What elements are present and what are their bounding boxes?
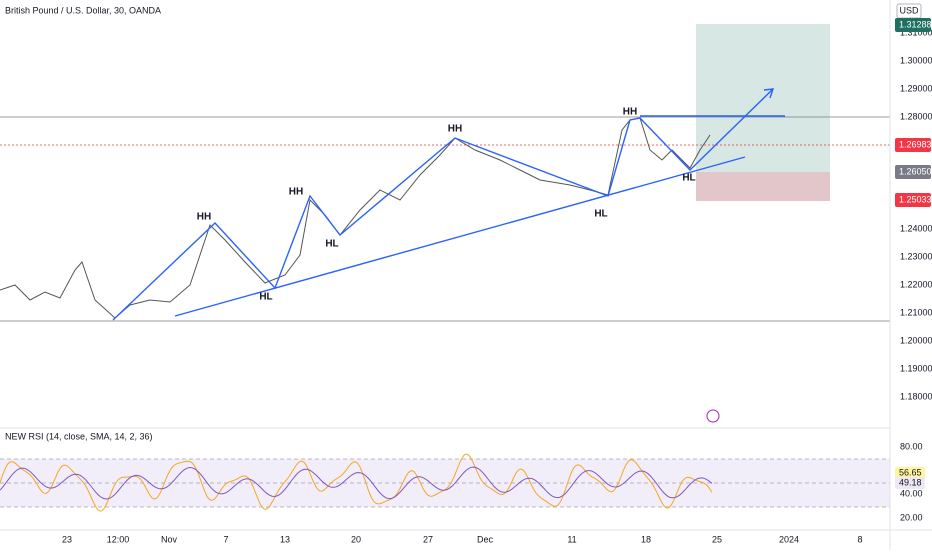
rsi-axis-label: 80.00: [900, 441, 923, 451]
chart-title: British Pound / U.S. Dollar, 30, OANDA: [5, 5, 161, 15]
price-label: 1.20000: [900, 335, 932, 345]
price-label: 1.19000: [900, 363, 932, 373]
rsi-axis-label: 20.00: [900, 512, 923, 522]
time-label: 20: [351, 534, 361, 544]
pattern-label: HL: [325, 239, 338, 250]
price-label: 1.21000: [900, 307, 932, 317]
pattern-label: HH: [289, 187, 303, 198]
event-icon: [706, 409, 720, 423]
time-label: 8: [857, 534, 862, 544]
price-badge: [895, 193, 931, 207]
price-label: 1.28000: [900, 111, 932, 121]
rsi-line: [0, 453, 713, 512]
rsi-title: NEW RSI (14, close, SMA, 14, 2, 36): [5, 431, 153, 441]
time-label: 12:00: [107, 534, 130, 544]
time-label: 25: [712, 534, 722, 544]
price-series: [0, 117, 711, 319]
price-badge: [895, 18, 931, 32]
time-label: Dec: [477, 534, 494, 544]
currency[interactable]: USD: [899, 5, 919, 15]
rsi-signal: [0, 466, 713, 500]
time-label: 13: [280, 534, 290, 544]
price-badge-label: 1.31288: [899, 19, 932, 29]
pattern-label: HL: [594, 209, 607, 220]
rsi-badge: [895, 477, 925, 489]
rsi-badge-label: 49.18: [899, 477, 922, 487]
price-label: 1.22000: [900, 279, 932, 289]
time-label: Nov: [161, 534, 178, 544]
price-label: 1.29000: [900, 83, 932, 93]
price-label: 1.31000: [900, 27, 932, 37]
pattern-label: HH: [623, 107, 637, 118]
price-label: 1.24000: [900, 223, 932, 233]
time-label: 23: [62, 534, 72, 544]
stop-zone: [696, 172, 830, 201]
price-label: 1.23000: [900, 251, 932, 261]
price-label: 1.18000: [900, 391, 932, 401]
rsi-badge: [895, 467, 925, 479]
pattern-label: HH: [197, 212, 211, 223]
price-label: 1.30000: [900, 55, 932, 65]
time-label: 2024: [779, 534, 799, 544]
price-badge: [895, 165, 931, 179]
pattern-label: HL: [259, 292, 272, 303]
time-label: 7: [223, 534, 228, 544]
pattern-lines: [112, 88, 785, 321]
pattern-label: HL: [682, 173, 695, 184]
time-label: 27: [423, 534, 433, 544]
pattern-label: HH: [448, 124, 462, 135]
price-badge: [895, 138, 931, 152]
price-badge-label: 1.26983: [899, 139, 932, 149]
rsi-badge-label: 56.65: [899, 467, 922, 477]
rsi-axis-label: 40.00: [900, 488, 923, 498]
time-label: 18: [641, 534, 651, 544]
time-label: 11: [567, 534, 576, 544]
price-badge-label: 1.25033: [899, 194, 932, 204]
price-badge-label: 1.26050: [899, 166, 932, 176]
